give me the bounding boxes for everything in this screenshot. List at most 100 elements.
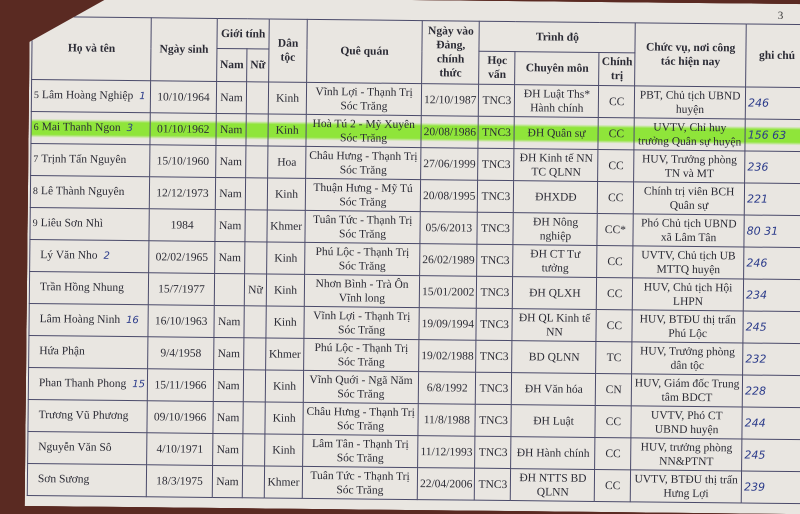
cell-position: HUV, Trưởng phòng TN và MT (634, 150, 745, 183)
person-name: Lý Văn Nho (40, 249, 97, 262)
person-name: Phan Thanh Phong (39, 377, 126, 390)
cell-specialty: ĐH QLXH (513, 277, 597, 310)
cell-dob: 16/10/1963 (148, 305, 214, 338)
cell-specialty: BD QLNN (512, 341, 596, 374)
header-party-date: Ngày vào Đảng, chính thức (422, 21, 480, 85)
cell-party-date: 11/8/1988 (418, 404, 476, 437)
cell-party-date: 05/6/2013 (420, 212, 478, 245)
cell-general: TNC3 (478, 116, 514, 148)
cell-male: Nam (213, 369, 243, 401)
cell-ethnicity: Kinh (265, 370, 303, 402)
personnel-table: Họ và tên Ngày sinh Giới tính Dân tộc Qu… (27, 16, 800, 504)
cell-female (246, 82, 268, 114)
cell-male: Nam (216, 113, 246, 145)
cell-dob: 12/12/1973 (149, 177, 215, 210)
person-name: Sơn Sương (38, 473, 89, 486)
cell-male: Nam (216, 145, 246, 177)
handwritten-mark: 3 (127, 123, 133, 134)
cell-note: 244 (742, 407, 800, 440)
header-note: ghi chú (746, 24, 800, 88)
cell-hometown: Tuân Tức - Thạnh Trị Sóc Trăng (305, 210, 420, 243)
cell-male: Nam (214, 305, 244, 337)
cell-hometown: Phú Lộc - Thạnh Trị Sóc Trăng (305, 242, 420, 275)
cell-note: 232 (743, 343, 800, 376)
cell-general: TNC3 (475, 436, 511, 468)
header-education: Trình độ (479, 21, 635, 53)
header-hometown: Quê quán (307, 19, 423, 83)
cell-general: TNC3 (478, 148, 514, 180)
cell-female (246, 146, 268, 178)
cell-ethnicity: Hoa (268, 146, 306, 178)
cell-dob: 10/10/1964 (150, 81, 216, 114)
cell-female (246, 114, 268, 146)
cell-general: TNC3 (477, 244, 513, 276)
header-dob: Ngày sinh (151, 18, 218, 82)
cell-ethnicity: Khmer (266, 338, 304, 370)
cell-hometown: Vĩnh Lợi - Thạnh Trị Sóc Trăng (304, 306, 419, 339)
cell-general: TNC3 (476, 308, 512, 340)
cell-party-date: 6/8/1992 (418, 372, 476, 405)
cell-specialty: ĐH Văn hóa (512, 373, 596, 406)
cell-party-date: 19/02/1988 (419, 340, 477, 373)
document-page: 3 Họ và tên Ngày sinh Giới tính Dân tộc … (25, 0, 800, 514)
header-name: Họ và tên (32, 17, 152, 81)
cell-dob: 4/10/1971 (147, 433, 213, 466)
cell-general: TNC3 (478, 180, 514, 212)
cell-male: Nam (212, 465, 242, 497)
cell-dob: 02/02/1965 (149, 241, 215, 274)
header-general: Học vấn (479, 51, 515, 84)
cell-party-date: 12/10/1987 (421, 84, 479, 117)
cell-specialty: ĐH Kinh tế NN TC QLNN (514, 149, 598, 182)
cell-political: CC (597, 245, 633, 277)
cell-position: HUV, trưởng phòng NN&PTNT (631, 438, 742, 471)
cell-name: Nguyễn Văn Sô (28, 432, 147, 465)
cell-female: Nữ (244, 274, 266, 306)
cell-name: Trương Vũ Phương (28, 400, 147, 433)
person-name: Mai Thanh Ngon (42, 121, 121, 134)
cell-note: 245 (743, 311, 800, 344)
cell-dob: 15/7/1977 (148, 273, 214, 306)
cell-female (245, 242, 267, 274)
cell-position: HUV, Trưởng phòng dân tộc (632, 342, 743, 375)
cell-male: Nam (216, 81, 246, 113)
cell-male (214, 273, 244, 305)
cell-male: Nam (213, 433, 243, 465)
cell-party-date: 11/12/1993 (418, 436, 476, 469)
cell-note: 234 (743, 279, 800, 312)
cell-specialty: ĐH Hành chính (511, 437, 595, 470)
person-name: Lê Thành Nguyên (41, 185, 125, 198)
person-name: Nguyễn Văn Sô (38, 441, 111, 454)
cell-position: UVTV, Chủ tịch UB MTTQ huyện (633, 246, 744, 279)
cell-general: TNC3 (477, 212, 513, 244)
cell-party-date: 26/02/1989 (420, 244, 478, 277)
cell-specialty: ĐH Quân sự (514, 117, 598, 150)
cell-position: UVTV, Chỉ huy trưởng Quân sự huyện (634, 118, 745, 151)
cell-ethnicity: Kinh (267, 178, 305, 210)
cell-female (244, 338, 266, 370)
cell-dob: 15/11/1966 (147, 369, 213, 402)
person-name: Hứa Phận (39, 345, 85, 357)
cell-specialty: ĐH NTTS BD QLNN (511, 469, 595, 502)
cell-political: CC (596, 309, 632, 341)
cell-female (245, 178, 267, 210)
cell-note: 245 (742, 439, 800, 472)
cell-party-date: 20/08/1986 (421, 116, 479, 149)
cell-note: 246 (745, 87, 800, 120)
cell-political: CN (596, 373, 632, 405)
header-specialty: Chuyên môn (515, 52, 599, 86)
cell-hometown: Nhơn Bình - Trà Ôn Vĩnh long (304, 274, 419, 307)
cell-note: 228 (742, 375, 800, 408)
cell-name: Trần Hồng Nhung (29, 272, 148, 305)
row-number: 5 (34, 89, 42, 103)
cell-note: 236 (745, 151, 800, 184)
cell-hometown: Vĩnh Lợi - Thạnh Trị Sóc Trăng (306, 82, 421, 115)
header-female: Nữ (247, 49, 269, 82)
cell-position: PBT, Chủ tịch UBND huyện (634, 86, 745, 119)
person-name: Trương Vũ Phương (39, 409, 129, 422)
cell-hometown: Châu Hưng - Thạnh Trị Sóc Trăng (303, 402, 418, 435)
